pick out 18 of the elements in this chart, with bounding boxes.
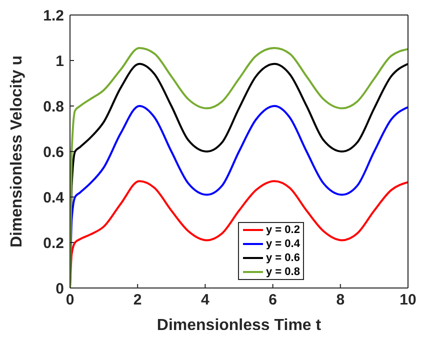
y-tick-label: 1.2	[43, 7, 64, 24]
y-tick-label: 0.2	[43, 234, 64, 252]
x-tick-label: 4	[201, 292, 210, 309]
y-tick-label: 0.6	[43, 144, 64, 161]
y-tick-label: 0.4	[43, 189, 65, 206]
x-tick-label: 10	[400, 292, 416, 309]
y-tick-label: 0.8	[43, 98, 64, 116]
x-axis-title: Dimensionless Time t	[156, 317, 322, 334]
legend-label: y = 0.2	[266, 224, 300, 236]
x-tick-label: 8	[336, 292, 345, 309]
y-axis-title: Dimensionless Velocity u	[8, 55, 26, 248]
legend-label: y = 0.6	[266, 252, 300, 264]
legend-label: y = 0.8	[266, 266, 300, 278]
y-tick-label: 0	[56, 280, 64, 298]
x-tick-label: 6	[268, 292, 277, 309]
x-tick-label: 2	[133, 292, 142, 309]
legend-label: y = 0.4	[266, 238, 300, 250]
y-tick-label: 1	[56, 52, 64, 70]
